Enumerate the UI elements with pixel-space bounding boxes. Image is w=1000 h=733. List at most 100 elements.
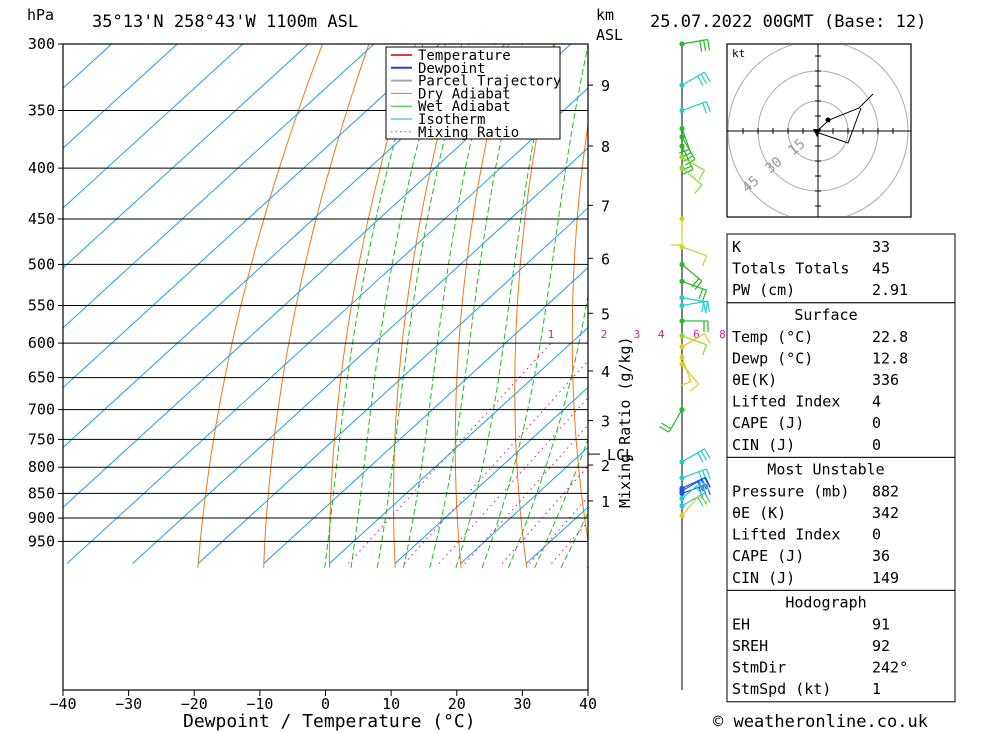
wind-barb-staff	[681, 246, 707, 257]
isotherm-line	[263, 267, 588, 564]
dry-adiabat-line	[454, 44, 509, 568]
wind-profile	[659, 38, 711, 690]
mixing-ratio-label: 8	[719, 328, 726, 341]
temperature-tick-label: −10	[246, 695, 273, 713]
hodograph-storm-marker	[813, 129, 821, 137]
pressure-unit-label: hPa	[27, 6, 54, 24]
isotherms	[63, 44, 588, 564]
height-unit-km: km	[596, 6, 614, 24]
mixing-ratio-axis-label: Mixing Ratio (g/kg)	[616, 336, 634, 508]
isotherm-line	[63, 44, 375, 329]
mixing-ratio-label: 1	[548, 328, 555, 341]
wind-barb-flag	[703, 301, 707, 313]
wind-barb-staff	[681, 495, 700, 517]
index-label: Lifted Index	[732, 526, 840, 544]
wind-barb-staff	[681, 280, 707, 291]
legend-temperature-label: Temperature	[418, 48, 511, 64]
wet-adiabat-line	[534, 437, 588, 569]
index-label: θE(K)	[732, 371, 777, 389]
index-label: Pressure (mb)	[732, 482, 849, 500]
datetime-title: 25.07.2022 00GMT (Base: 12)	[650, 12, 926, 32]
index-label: Dewp (°C)	[732, 349, 813, 367]
wind-barb-staff	[681, 333, 705, 348]
height-tick-label: 9	[601, 77, 610, 95]
wind-barb-flag	[703, 492, 711, 503]
wind-level-dot	[679, 244, 685, 250]
wind-barb-staff	[681, 38, 708, 45]
temperature-tick-label: −40	[49, 695, 76, 713]
height-tick-label: 2	[601, 457, 610, 475]
index-label: K	[732, 238, 741, 256]
index-label: θE (K)	[732, 504, 786, 522]
dry-adiabat-line	[974, 44, 1000, 568]
isotherm-line	[460, 446, 588, 564]
temperature-tick-label: 10	[382, 695, 400, 713]
wind-barb-flag	[698, 288, 704, 300]
hodograph-storm-vector	[815, 107, 862, 144]
pressure-tick-label: 850	[28, 484, 55, 502]
pressure-tick-label: 550	[28, 297, 55, 315]
index-value: 12.8	[872, 349, 908, 367]
dry-adiabat-line	[197, 44, 323, 568]
most-unstable-table-box	[726, 456, 956, 591]
pressure-tick-label: 800	[28, 458, 55, 476]
wind-barb-flag	[705, 101, 711, 113]
wind-barb-flag	[694, 280, 703, 290]
wind-barb-flag	[703, 477, 711, 488]
wet-adiabat-line	[402, 44, 496, 568]
hodograph-table-box	[726, 589, 956, 703]
index-value: 0	[872, 436, 881, 454]
isotherm-line	[197, 207, 588, 564]
hodograph-trace	[815, 93, 874, 133]
index-value: 2.91	[872, 281, 908, 299]
height-axis: 1 2 3 4 5 6 7 8 9 LCL	[588, 77, 634, 511]
isotherm-line	[63, 44, 244, 209]
wind-level-dot	[679, 278, 685, 284]
mixing-ratio-line	[501, 465, 588, 564]
index-value: 4	[872, 393, 881, 411]
wind-barb-flag	[697, 452, 704, 463]
wind-level-dot	[679, 126, 685, 132]
height-tick-label: 3	[601, 413, 610, 431]
pressure-tick-label: 900	[28, 509, 55, 527]
temperature-tick-label: 30	[513, 695, 531, 713]
wind-barb-flag	[702, 102, 707, 114]
wind-barb-staff	[681, 167, 703, 186]
legend-dewpoint-label: Dewpoint	[418, 61, 485, 77]
legend-mixing-ratio-label: Mixing Ratio	[418, 125, 519, 141]
wind-level-dot	[679, 361, 685, 367]
pressure-tick-label: 700	[28, 401, 55, 419]
height-tick-label: 6	[601, 250, 610, 268]
mixing-ratio-label: 6	[693, 328, 700, 341]
pressure-tick-label: 300	[28, 35, 55, 53]
wind-barb-flag	[682, 169, 694, 175]
wind-level-dot	[679, 344, 685, 350]
wind-barb-staff	[668, 409, 683, 433]
wind-level-dot	[679, 407, 685, 413]
wind-level-dot	[679, 41, 685, 47]
index-value: 22.8	[872, 328, 908, 346]
wind-barb-flag	[659, 426, 670, 433]
wind-level-dot	[679, 165, 685, 171]
most-unstable-table-title: Most Unstable	[767, 460, 884, 478]
wind-barb-flag	[703, 448, 711, 459]
wind-barb-flag	[698, 495, 708, 504]
wind-barb-flag	[703, 40, 707, 52]
wind-level-dot	[679, 154, 685, 160]
lcl-label: LCL	[607, 446, 634, 464]
legend-wet-adiabat-label: Wet Adiabat	[418, 99, 511, 115]
wet-adiabat-line	[376, 44, 470, 568]
mixing-ratio-line	[347, 342, 552, 564]
wind-level-dot	[679, 503, 685, 509]
height-tick-label: 7	[601, 197, 610, 215]
temperature-axis: −40 −30 −20 −10 0 10 20 30 40	[49, 690, 597, 713]
height-tick-label: 4	[601, 363, 610, 381]
index-value: 0	[872, 414, 881, 432]
isotherm-line	[63, 44, 309, 269]
index-label: CIN (J)	[732, 436, 795, 454]
temperature-tick-label: 40	[579, 695, 597, 713]
x-axis-label: Dewpoint / Temperature (°C)	[183, 711, 476, 732]
pressure-tick-label: 650	[28, 369, 55, 387]
wind-barb-flag	[698, 483, 707, 494]
